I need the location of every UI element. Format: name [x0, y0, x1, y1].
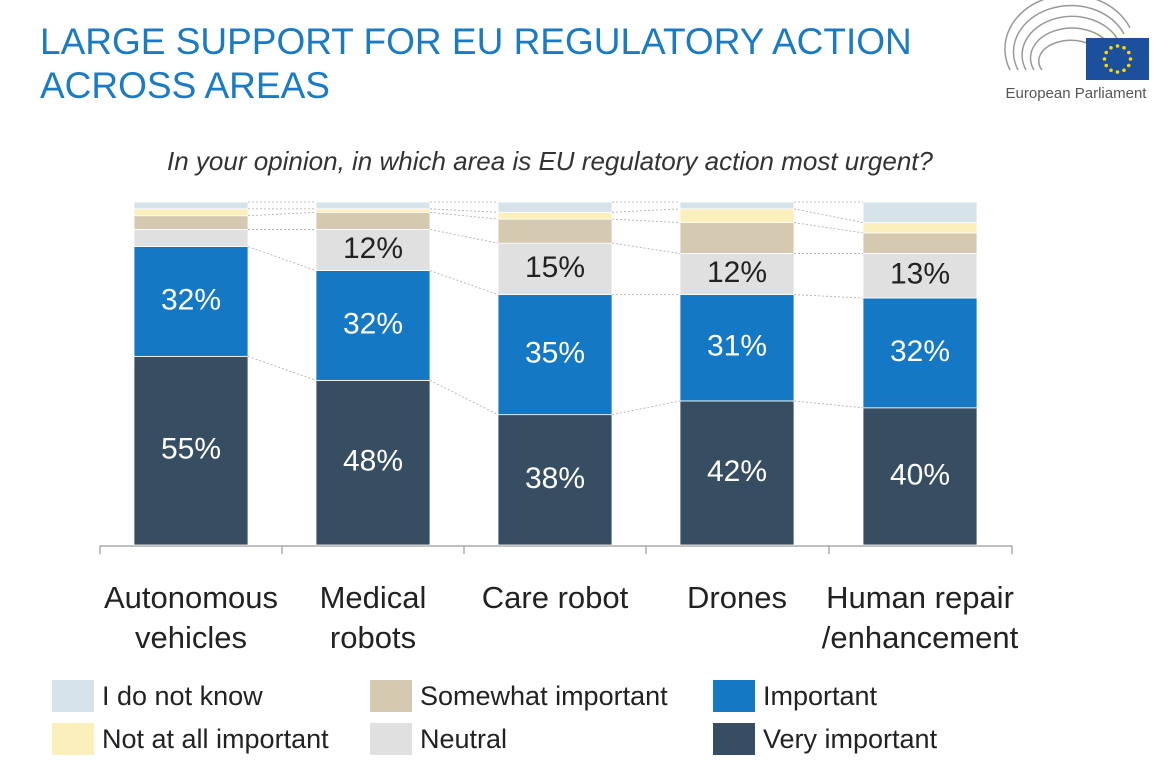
star — [1126, 63, 1131, 68]
legend-label: Somewhat important — [420, 681, 668, 711]
data-label: 32% — [161, 283, 221, 316]
bar-segment — [497, 218, 613, 244]
legend-label: I do not know — [102, 681, 263, 711]
connector — [429, 270, 499, 295]
bar-segment — [862, 222, 978, 234]
bar-segment — [315, 270, 431, 381]
data-label: 12% — [707, 256, 767, 289]
bar-segment — [133, 229, 249, 247]
bar-segment — [862, 232, 978, 254]
connector — [429, 229, 499, 244]
bar-segment — [679, 400, 795, 546]
bar-segment — [315, 379, 431, 546]
bar-segment — [497, 201, 613, 213]
bar-segment — [315, 208, 431, 213]
legend-label: Important — [763, 681, 878, 711]
legend-swatch — [370, 680, 412, 712]
bar-segment — [862, 407, 978, 546]
star — [1115, 70, 1120, 74]
connector — [793, 208, 864, 223]
x-tick-label: Autonomous vehicles — [103, 580, 279, 655]
bar-segment — [315, 201, 431, 210]
x-tick-label: Care robot — [481, 580, 629, 615]
data-label: 42% — [707, 455, 767, 488]
star — [1109, 68, 1113, 73]
connector — [793, 400, 864, 409]
bar-segment — [133, 355, 249, 546]
star — [1109, 45, 1113, 50]
connector — [611, 218, 681, 223]
chart-title: LARGE SUPPORT FOR EU REGULATORY ACTION A… — [40, 21, 912, 106]
star — [1122, 68, 1126, 73]
data-label: 35% — [525, 337, 585, 370]
x-tick-label: Drones — [687, 580, 787, 615]
x-tick-label: Human repair /enhancement — [821, 580, 1019, 655]
legend-swatch — [52, 680, 94, 712]
connector — [793, 294, 864, 299]
bar-segment — [862, 253, 978, 299]
data-label: 13% — [890, 258, 950, 291]
connector — [611, 208, 681, 213]
bar-segment — [497, 211, 613, 220]
bar-segment — [862, 201, 978, 223]
bar-segment — [497, 414, 613, 546]
data-label: 40% — [890, 458, 950, 491]
bar-segment — [497, 294, 613, 416]
legend-swatch — [370, 723, 412, 755]
legend-label: Very important — [763, 724, 938, 754]
bar-segment — [862, 297, 978, 409]
logo-text: European Parliament — [1006, 85, 1148, 102]
flag-stars — [1102, 44, 1133, 74]
star — [1104, 50, 1109, 55]
bar-segment — [497, 242, 613, 296]
data-label: 31% — [707, 330, 767, 363]
bar-segment — [133, 201, 249, 210]
connector — [247, 211, 317, 217]
chart-subtitle: In your opinion, in which area is EU reg… — [167, 146, 933, 176]
bar-segment — [679, 208, 795, 223]
connector — [611, 400, 681, 416]
data-label: 48% — [343, 445, 403, 478]
legend-label: Not at all important — [102, 724, 329, 754]
star — [1115, 44, 1120, 48]
connector — [429, 380, 499, 416]
bar-segment — [679, 253, 795, 296]
connector — [429, 211, 499, 220]
data-label: 32% — [343, 307, 403, 340]
star — [1122, 45, 1126, 50]
bar-segment — [679, 201, 795, 210]
legend-swatch — [52, 723, 94, 755]
legend-label: Neutral — [420, 724, 508, 754]
connector — [247, 246, 317, 271]
bar-segment — [679, 222, 795, 254]
connector — [429, 208, 499, 213]
legend-swatch — [713, 723, 755, 755]
bar-segment — [133, 215, 249, 230]
data-label: 15% — [525, 251, 585, 284]
data-label: 12% — [343, 232, 403, 265]
legend-swatch — [713, 680, 755, 712]
star — [1128, 57, 1133, 61]
star — [1102, 57, 1107, 61]
bar-segment — [315, 211, 431, 230]
connector — [611, 242, 681, 254]
bar-segment — [133, 246, 249, 357]
data-label: 55% — [161, 433, 221, 466]
star — [1104, 63, 1109, 68]
x-tick-label: Medical robots — [319, 580, 427, 655]
data-label: 38% — [525, 462, 585, 495]
connector — [247, 355, 317, 381]
connector — [793, 222, 864, 234]
data-label: 32% — [890, 335, 950, 368]
bar-segment — [133, 208, 249, 217]
bar-segment — [315, 229, 431, 272]
star — [1126, 50, 1131, 55]
